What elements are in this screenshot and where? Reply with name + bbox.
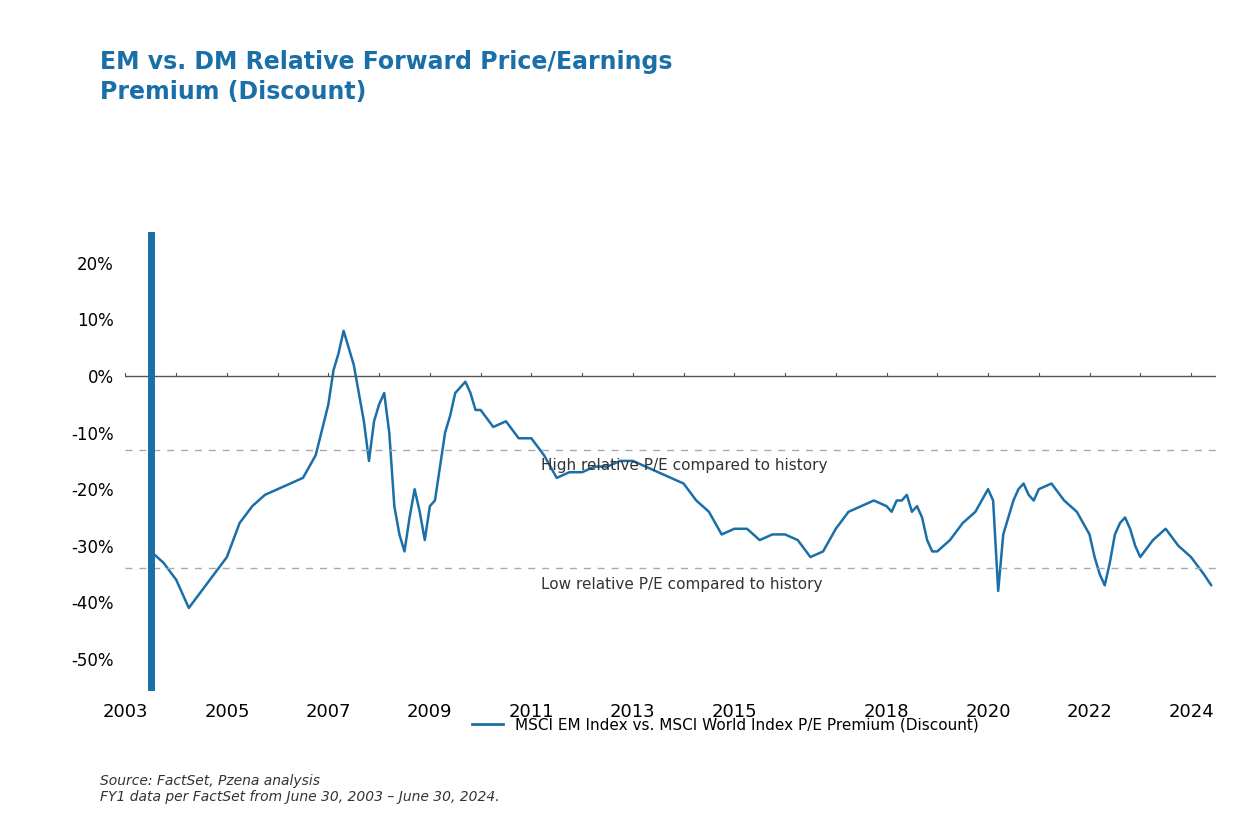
Text: Low relative P/E compared to history: Low relative P/E compared to history — [542, 577, 823, 592]
Legend: MSCI EM Index vs. MSCI World Index P/E Premium (Discount): MSCI EM Index vs. MSCI World Index P/E P… — [466, 711, 984, 738]
Text: EM vs. DM Relative Forward Price/Earnings
Premium (Discount): EM vs. DM Relative Forward Price/Earning… — [100, 50, 673, 104]
Text: High relative P/E compared to history: High relative P/E compared to history — [542, 458, 828, 473]
Text: Source: FactSet, Pzena analysis
FY1 data per FactSet from June 30, 2003 – June 3: Source: FactSet, Pzena analysis FY1 data… — [100, 774, 500, 804]
